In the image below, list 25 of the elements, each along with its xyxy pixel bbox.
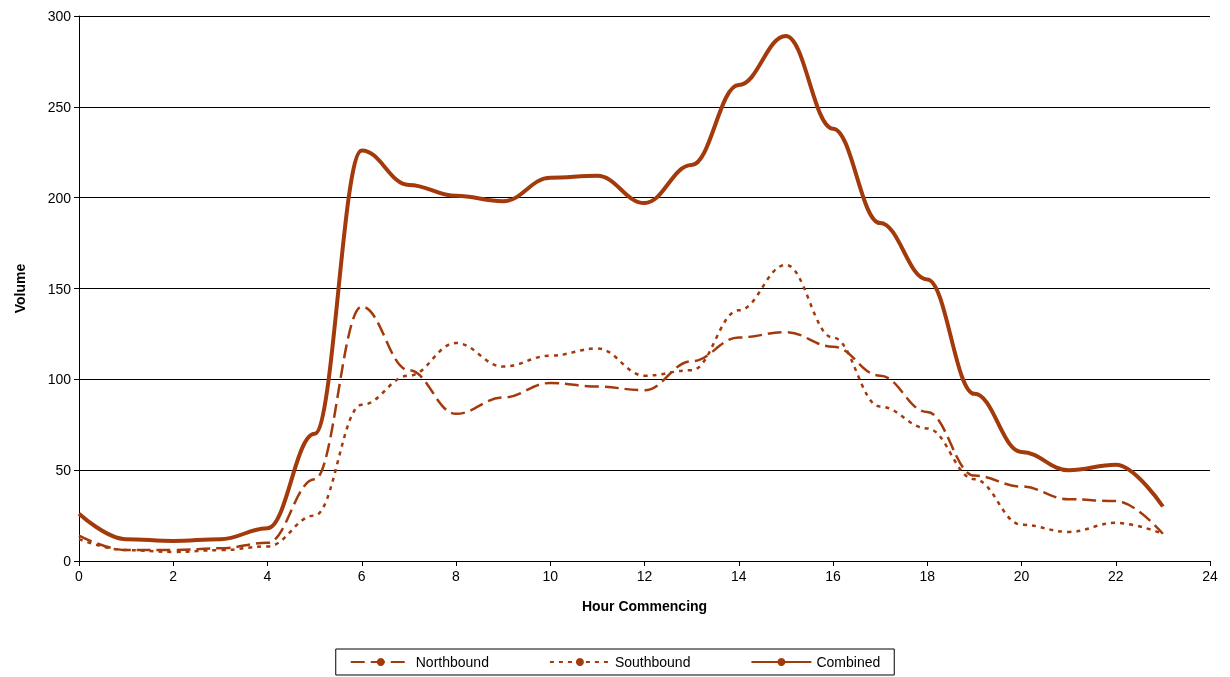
x-tick-label: 20 [1013,568,1030,584]
x-tick-label: 8 [452,568,461,584]
y-tick-label: 150 [47,280,72,297]
x-tick-label: 2 [169,568,178,584]
y-tick-label: 0 [63,553,72,569]
x-tick-label: 18 [919,568,936,584]
legend-label: Southbound [614,654,691,670]
x-tick-label: 14 [730,568,747,584]
x-tick-label: 22 [1107,568,1124,584]
x-tick-label: 16 [825,568,841,584]
y-tick-label: 300 [47,8,72,24]
x-tick-label: 0 [75,568,84,584]
y-axis-title: Volume [12,263,28,314]
x-axis-title: Hour Commencing [581,598,708,614]
legend-label: Northbound [415,654,489,670]
y-tick-label: 250 [47,98,72,115]
y-tick-label: 50 [55,462,72,479]
x-tick-label: 24 [1202,568,1218,584]
legend-label: Combined [816,654,881,670]
x-tick-label: 6 [357,568,366,584]
x-tick-label: 12 [636,568,653,584]
x-tick-label: 10 [542,568,559,584]
x-tick-label: 4 [263,568,272,584]
y-tick-label: 100 [47,371,72,388]
y-tick-label: 200 [47,189,72,206]
